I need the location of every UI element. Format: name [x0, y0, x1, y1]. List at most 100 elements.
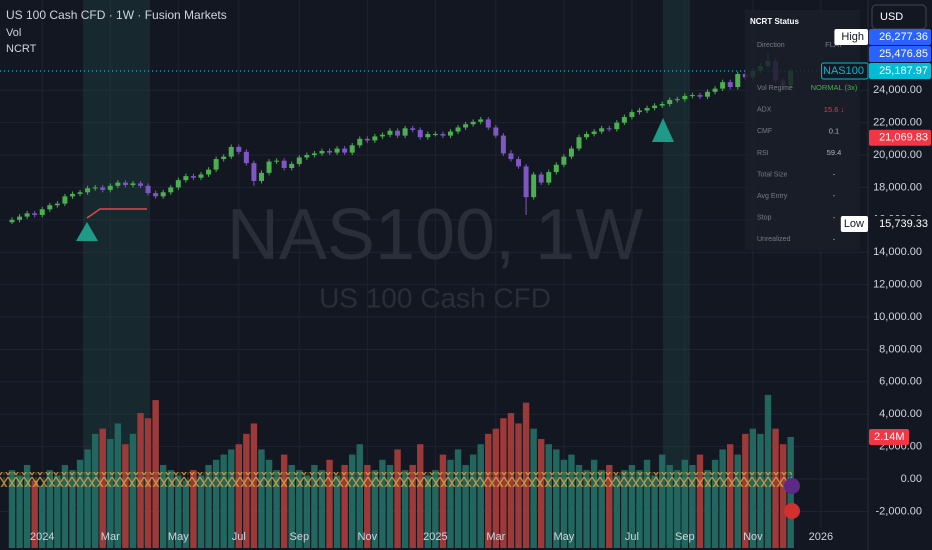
indicator-label[interactable]: Vol [6, 27, 21, 39]
volume-bar [349, 454, 356, 548]
panel-row-value: NORMAL (3x) [811, 83, 858, 92]
candle-body [39, 209, 45, 215]
candle-body [606, 128, 612, 130]
volume-bar [477, 444, 484, 548]
price-tag-name: High [841, 31, 864, 43]
volume-bar [606, 464, 613, 548]
candle-body [508, 153, 514, 160]
candle-body [470, 121, 476, 125]
price-tag [869, 216, 931, 233]
candle-body [349, 145, 355, 153]
candle-body [85, 188, 91, 193]
volume-bar [621, 470, 628, 548]
indicator-label[interactable]: NCRT [6, 43, 37, 55]
candle-body [531, 174, 537, 198]
candle-body [712, 88, 718, 92]
volume-bar [447, 459, 454, 548]
candle-body [107, 185, 113, 190]
candle-body [538, 174, 544, 183]
volume-bar [674, 470, 681, 548]
volume-bar [553, 449, 560, 548]
candle-body [364, 138, 370, 141]
price-tag [869, 45, 931, 62]
axis-labels: 24,000.0022,000.0020,000.0018,000.0016,0… [821, 28, 931, 517]
panel-row-label: ADX [757, 107, 772, 114]
candle-body [138, 183, 144, 186]
volume-bar [658, 454, 666, 548]
panel-row-label: Total Size [757, 171, 787, 178]
candle-body [281, 160, 287, 168]
price-axis [868, 0, 932, 550]
candle-body [319, 150, 325, 154]
volume-bar [417, 444, 424, 548]
candle-body [735, 74, 741, 87]
candle-body [274, 160, 280, 162]
price-tag [869, 28, 931, 45]
candle-body [221, 156, 227, 160]
volume-bar [280, 454, 288, 548]
volume-bar [636, 470, 643, 548]
volume-bar [364, 464, 371, 548]
volume-bar [318, 470, 326, 548]
candle-body [478, 119, 484, 122]
candle-body [644, 108, 650, 111]
volume-bar [212, 459, 220, 548]
candle-body [206, 169, 212, 175]
volume-bar [409, 464, 416, 548]
candle-body [553, 164, 559, 173]
y-tick-label: 14,000.00 [873, 246, 922, 258]
y-tick-label: 8,000.00 [879, 343, 922, 355]
volume-bar [16, 475, 23, 548]
volume-bar [175, 475, 182, 548]
volume-bar [76, 459, 84, 548]
candle-body [697, 95, 703, 97]
volume-bar [303, 475, 311, 548]
x-tick-label: 2026 [809, 531, 833, 543]
volume-bar [296, 470, 303, 548]
panel-row-label: Vol Regime [757, 85, 793, 92]
panel-row-label: Stop [757, 215, 772, 222]
volume-bar [228, 449, 235, 548]
volume-tag [869, 428, 909, 445]
candle-body [153, 193, 159, 197]
candle-body [198, 174, 204, 178]
candle-body [342, 148, 348, 153]
volume-bar [666, 464, 673, 548]
panel-title: NCRT Status [750, 17, 799, 26]
candle-body [122, 182, 128, 186]
y-tick-label: 20,000.00 [873, 149, 922, 161]
volume-bar [681, 459, 689, 548]
candle-body [213, 159, 219, 170]
volume-bar [160, 464, 167, 548]
panel-row-value: 0.1 [829, 126, 839, 135]
status-panel [745, 10, 860, 250]
price-tag-name-box [821, 62, 869, 80]
candle-body [236, 146, 242, 152]
x-tick-label: Jul [625, 531, 639, 543]
candle-body [130, 183, 136, 186]
volume-bar [560, 459, 568, 548]
volume-bar [742, 433, 749, 548]
signal-zone [663, 0, 690, 545]
candle-body [432, 133, 438, 135]
candle-body [667, 99, 673, 105]
candle-body [410, 128, 416, 130]
candle-body [425, 133, 431, 138]
volume-bar [454, 449, 462, 548]
y-tick-label: 24,000.00 [873, 84, 922, 96]
candle-body [614, 122, 620, 130]
event-icon[interactable] [784, 503, 800, 519]
event-icon[interactable] [784, 478, 800, 494]
volume-bar [462, 464, 469, 548]
currency-label[interactable]: USD [880, 11, 903, 23]
candle-body [77, 192, 83, 194]
volume-bar [333, 475, 341, 548]
candle-body [100, 187, 106, 190]
volume-bar [235, 444, 242, 548]
candle-body [387, 130, 393, 135]
candle-body [568, 148, 574, 157]
price-tag-name: Low [844, 218, 864, 230]
price-tag-name: NAS100 [823, 65, 864, 77]
candle-body [266, 161, 272, 173]
